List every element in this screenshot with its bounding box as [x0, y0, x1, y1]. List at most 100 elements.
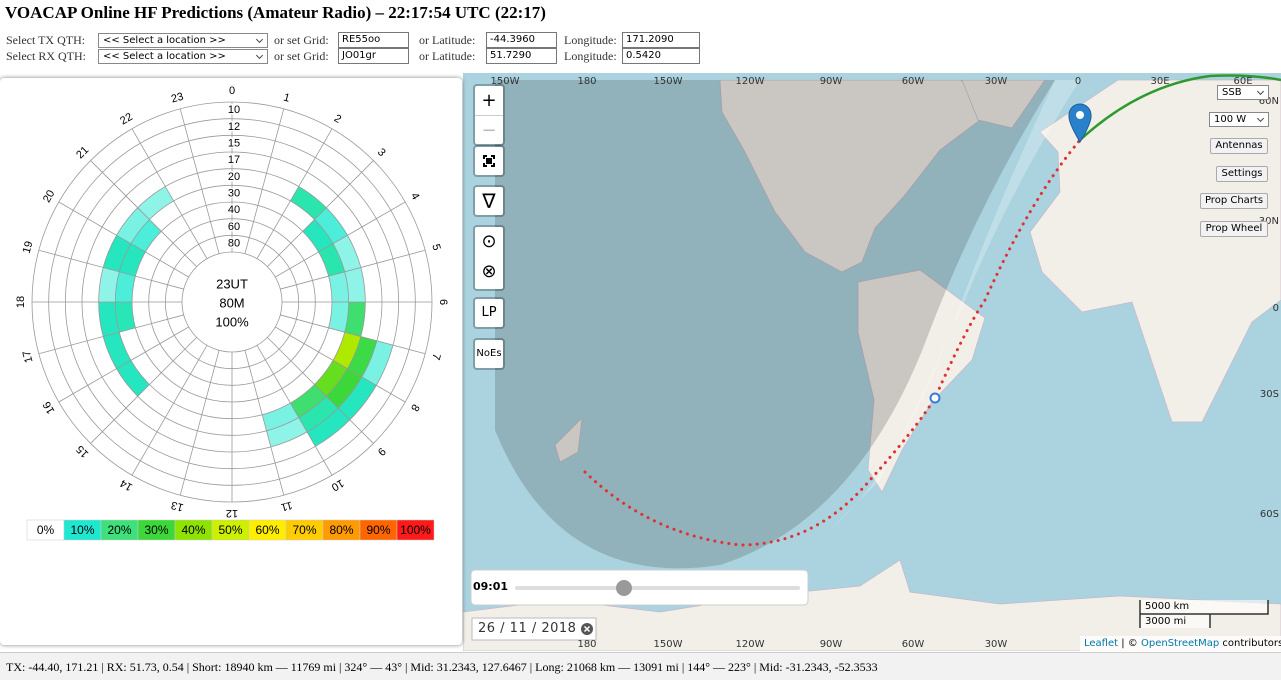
rx-marker[interactable]	[1068, 103, 1092, 143]
lon-label: 60W	[902, 76, 925, 87]
date-box[interactable]	[471, 617, 597, 641]
lon-label: 150W	[491, 76, 520, 87]
power-select[interactable]: 100 W	[1209, 112, 1269, 127]
hour-label: 3	[375, 146, 388, 159]
date-value[interactable]: 26 / 11 / 2018	[478, 621, 577, 636]
slider-time: 09:01	[473, 580, 509, 593]
hour-label: 5	[429, 243, 442, 252]
status-bar: TX: -44.40, 171.21 | RX: 51.73, 0.54 | S…	[0, 652, 1281, 680]
spoke-line	[179, 108, 220, 254]
spoke-line	[267, 160, 374, 267]
lat-label: 60S	[1260, 509, 1279, 520]
hour-label: 20	[41, 188, 58, 205]
rx-lon-input[interactable]: 0.5420	[622, 48, 700, 64]
hour-label: 2	[332, 112, 343, 125]
legend-label: 60%	[255, 523, 279, 537]
tx-marker[interactable]	[929, 392, 941, 404]
spoke-line	[280, 314, 426, 355]
heat-cell	[307, 408, 350, 447]
band-label: 17	[228, 154, 240, 166]
tx-lat-label: or Latitude:	[419, 33, 476, 47]
slider-knob[interactable]	[616, 580, 632, 596]
spoke-line	[90, 337, 197, 444]
noes-button[interactable]: NoEs	[473, 338, 505, 370]
clear-button[interactable]: ⊗	[481, 261, 497, 282]
osm-link[interactable]: OpenStreetMap	[1141, 638, 1220, 649]
lat-label: 60N	[1259, 96, 1279, 107]
scale-bar	[1139, 600, 1269, 628]
rx-location-select[interactable]: << Select a location >>	[98, 49, 268, 64]
heat-cell	[302, 219, 334, 252]
band-label: 20	[228, 171, 240, 183]
attribution-text: | ©	[1121, 638, 1138, 649]
lon-label: 150W	[654, 639, 683, 650]
date-clear-icon[interactable]	[580, 622, 594, 636]
legend-label: 50%	[218, 523, 242, 537]
heat-cell	[314, 207, 348, 244]
prop-charts-button[interactable]: Prop Charts	[1200, 193, 1268, 209]
heat-cell	[103, 332, 131, 369]
center-button[interactable]: ⊙	[481, 231, 497, 252]
legend-label: 100%	[400, 523, 431, 537]
rx-lon-label: Longitude:	[564, 49, 617, 63]
lon-label: 90W	[820, 639, 843, 650]
hour-label: 7	[429, 352, 442, 361]
polar-panel: 0 1 2 3 4 5 6 7 8 9 10 11 12 13 14 15 16 17 18 19 20 21 22 23 10…	[0, 78, 462, 645]
long-path	[1079, 74, 1281, 141]
legend-label: 70%	[292, 523, 316, 537]
legend-label: 20%	[107, 523, 131, 537]
heat-cell	[98, 267, 120, 302]
prop-wheel-button[interactable]: Prop Wheel	[1200, 221, 1268, 237]
lon-label: 60W	[902, 639, 925, 650]
antennas-button[interactable]: Antennas	[1210, 138, 1268, 154]
tx-lon-input[interactable]: 171.2090	[622, 32, 700, 48]
leaflet-link[interactable]: Leaflet	[1084, 638, 1119, 649]
spoke-line	[275, 201, 406, 278]
tx-grid-input[interactable]: RE55oo	[338, 32, 409, 48]
heat-cell	[298, 396, 339, 432]
lat-label: 30N	[1259, 216, 1279, 227]
spoke-line	[275, 326, 406, 403]
band-label: 60	[228, 221, 240, 233]
tx-lat-input[interactable]: -44.3960	[486, 32, 557, 48]
zoom-out[interactable]: −	[481, 120, 497, 141]
spoke-line	[256, 128, 333, 259]
legend-label: 10%	[70, 523, 94, 537]
heat-cell	[318, 243, 345, 277]
lat-label: 0	[1273, 303, 1279, 314]
slider-track[interactable]	[515, 586, 800, 590]
settings-button[interactable]: Settings	[1216, 166, 1268, 182]
spoke-line	[256, 345, 333, 476]
hour-label: 0	[229, 85, 235, 97]
land	[463, 79, 1281, 651]
scale-mi: 3000 mi	[1145, 616, 1187, 627]
band-label: 80	[228, 238, 240, 250]
terminator-button[interactable]: ∇	[473, 185, 505, 217]
rx-grid-input[interactable]: JO01gr	[338, 48, 409, 64]
tx-lon-label: Longitude:	[564, 33, 617, 47]
mode-select[interactable]: SSB	[1217, 85, 1269, 100]
tx-location-select[interactable]: << Select a location >>	[98, 33, 268, 48]
long-path-button[interactable]: LP	[473, 297, 505, 329]
spoke-line	[38, 249, 184, 290]
legend-label: 0%	[37, 523, 55, 537]
heat-cell	[116, 207, 150, 244]
zoom-control: + −	[473, 84, 505, 146]
zoom-in[interactable]: +	[475, 86, 503, 116]
heat-cell	[328, 302, 349, 333]
heat-cell	[344, 302, 366, 337]
band-label: 10	[228, 104, 240, 116]
fullscreen-icon	[483, 155, 495, 167]
fullscreen-button[interactable]	[473, 145, 505, 177]
polar-chart: 0123456789101112131415161718192021222310…	[15, 85, 449, 541]
lon-label: 180	[577, 639, 596, 650]
heat-cell	[103, 235, 131, 272]
spoke-line	[131, 128, 208, 259]
hour-label: 10	[329, 477, 346, 494]
hour-label: 21	[74, 144, 91, 161]
map[interactable]: 150W 180 150W 120W 90W 60W 30W 0 30E 60E 180 150W 12…	[463, 73, 1281, 651]
rx-lat-input[interactable]: 51.7290	[486, 48, 557, 64]
heat-cell	[347, 336, 377, 377]
band-label: 12	[228, 121, 240, 133]
heat-cell	[130, 219, 162, 252]
